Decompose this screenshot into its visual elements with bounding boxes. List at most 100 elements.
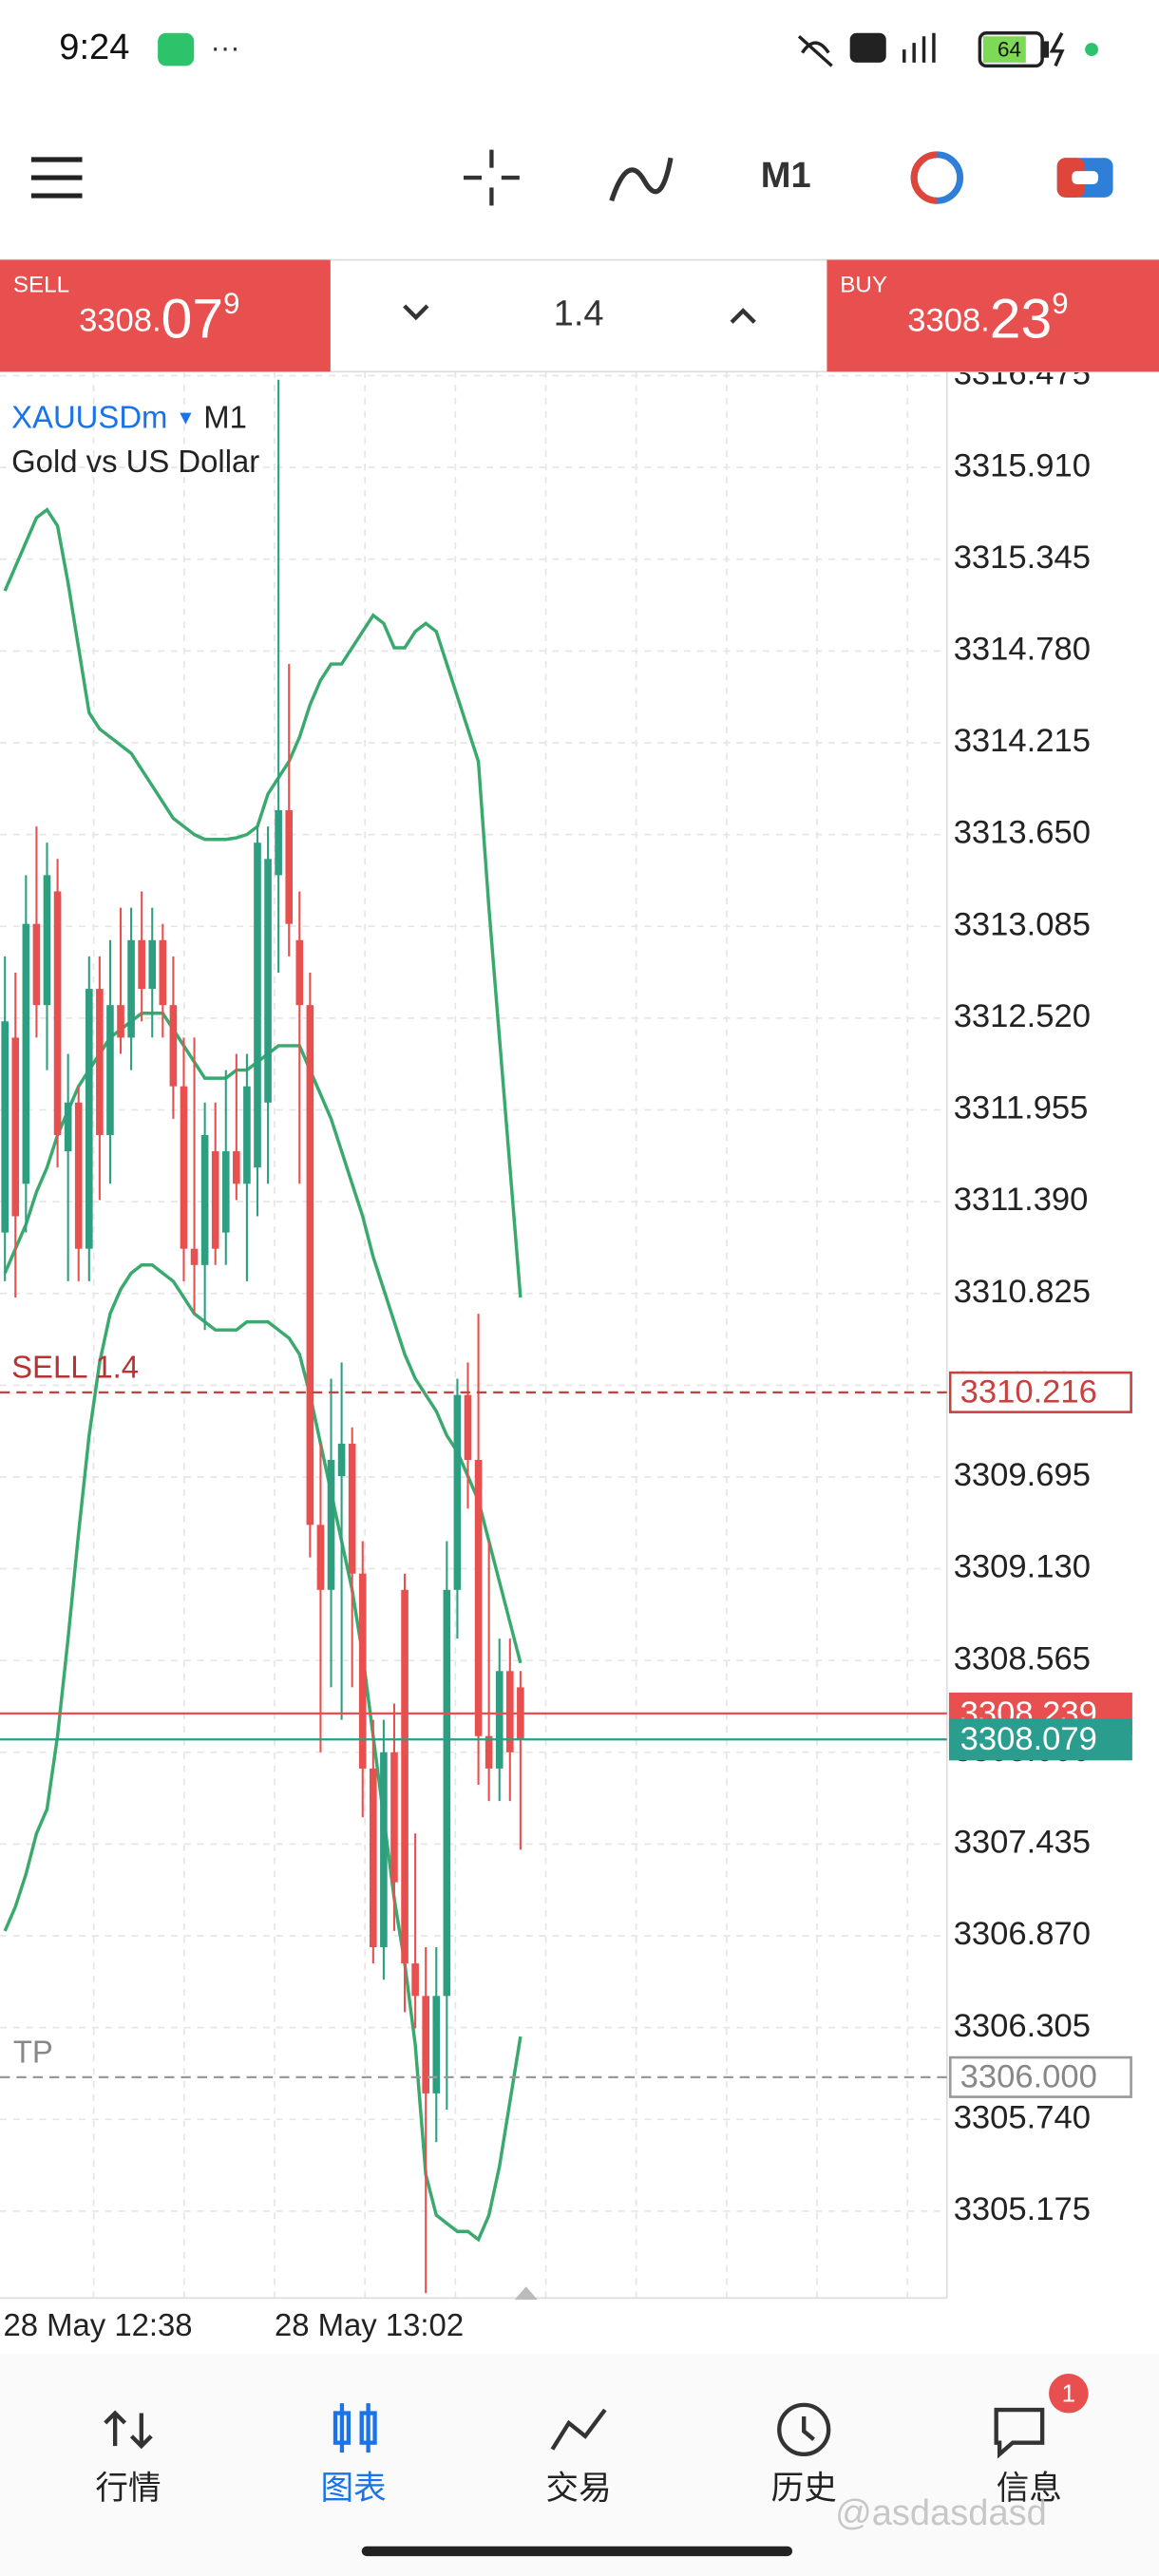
- tp-label: TP: [13, 2034, 53, 2069]
- order-price: 3310.216: [960, 1374, 1097, 1411]
- candle-body: [180, 1086, 188, 1249]
- nav-label[interactable]: 交易: [546, 2471, 612, 2507]
- order-box: [948, 1371, 1132, 1413]
- nav-label[interactable]: 行情: [95, 2471, 161, 2507]
- candle-body: [474, 1459, 483, 1736]
- sell-button[interactable]: [0, 259, 331, 372]
- band-upper: [3, 507, 522, 1298]
- badge-count: 1: [1062, 2380, 1075, 2407]
- candle-body: [401, 1589, 408, 1964]
- price-big: 07: [162, 288, 223, 350]
- objects-button[interactable]: [910, 151, 964, 204]
- y-tick-label: 3305.175: [954, 2191, 1091, 2227]
- history-icon: [777, 2402, 831, 2456]
- volume-up[interactable]: [730, 308, 756, 324]
- buy-button[interactable]: [826, 259, 1159, 372]
- candle-body: [453, 1394, 462, 1590]
- candle-body: [254, 843, 261, 1168]
- candle-body: [432, 1996, 441, 2093]
- candle-body: [327, 1459, 335, 1590]
- candle-body: [159, 939, 167, 1006]
- scroll-marker: [514, 2286, 538, 2301]
- price-sup: 9: [223, 287, 239, 320]
- price-main: 3308.: [907, 302, 990, 338]
- volume-down[interactable]: [403, 304, 429, 321]
- y-tick-label: 3313.085: [954, 906, 1091, 942]
- candle-body: [53, 891, 62, 1135]
- price-big: 23: [990, 288, 1052, 350]
- candle-body: [190, 1248, 199, 1265]
- y-tick-label: 3306.305: [954, 2008, 1091, 2044]
- candle-body: [505, 1671, 514, 1752]
- trade-bar: [0, 258, 1159, 373]
- y-tick-label: 3312.520: [954, 998, 1091, 1034]
- sell-label: SELL: [13, 273, 69, 298]
- clock: 9:24: [59, 28, 129, 67]
- menu-button[interactable]: [30, 157, 83, 199]
- candle-body: [275, 809, 282, 876]
- y-tick-label: 3309.695: [954, 1457, 1091, 1493]
- y-tick-label: 3305.740: [954, 2099, 1091, 2135]
- candle-body: [64, 1102, 72, 1152]
- candle-body: [233, 1151, 240, 1184]
- candle-body: [285, 809, 294, 924]
- y-tick-label: 3314.215: [954, 723, 1091, 759]
- y-tick-label: 3306.870: [954, 1916, 1091, 1952]
- symbol: XAUUSDm: [11, 399, 167, 434]
- candle-body: [127, 939, 135, 1038]
- candle-body: [221, 1151, 230, 1233]
- y-tick-label: 3311.955: [954, 1090, 1089, 1127]
- y-tick-label: 3308.565: [954, 1640, 1091, 1676]
- candle-body: [495, 1671, 504, 1769]
- candle-body: [43, 875, 51, 1006]
- home-indicator: [361, 2546, 793, 2557]
- candle-body: [380, 1752, 388, 1948]
- candle-body: [316, 1525, 325, 1590]
- more-dots: ···: [211, 30, 240, 64]
- candle-body: [295, 939, 304, 1006]
- order-label: SELL 1.4: [11, 1349, 139, 1384]
- bid-box: [948, 1718, 1132, 1761]
- nav-label[interactable]: 图表: [320, 2471, 386, 2507]
- chart-area: 3316.4753315.9103315.3453314.7803314.215…: [0, 356, 1159, 2342]
- trade-icon: [550, 2408, 607, 2451]
- quotes-icon: [104, 2410, 153, 2450]
- candle-body: [464, 1394, 472, 1460]
- y-tick-label: 3311.390: [954, 1182, 1089, 1218]
- buy-label: BUY: [840, 273, 887, 298]
- chart-icon: [332, 2403, 377, 2453]
- trade-button[interactable]: [1056, 158, 1113, 198]
- candle-body: [211, 1151, 219, 1249]
- status-icons: [797, 31, 1098, 68]
- candle-body: [22, 923, 30, 1184]
- candle-body: [443, 1589, 451, 1997]
- timeframe: M1: [203, 399, 247, 434]
- nav-label[interactable]: 信息: [997, 2471, 1062, 2507]
- indicators-button[interactable]: [609, 157, 674, 202]
- candle-body: [411, 1963, 419, 1997]
- candle-body: [306, 1005, 314, 1525]
- plot-background: [0, 371, 1159, 2299]
- timeframe-button[interactable]: M1: [761, 156, 811, 196]
- badge: [1049, 2373, 1089, 2414]
- crosshair-button[interactable]: [464, 149, 520, 206]
- y-tick-label: 3313.650: [954, 815, 1091, 851]
- candle-body: [138, 939, 145, 990]
- candle-body: [96, 989, 104, 1135]
- messages-icon: [994, 2407, 1045, 2459]
- candle-body: [422, 1996, 430, 2093]
- candle-body: [148, 939, 157, 990]
- symbol-dropdown: ▼: [176, 407, 196, 429]
- price-main: 3308.: [79, 302, 162, 338]
- nav-label[interactable]: 历史: [771, 2471, 837, 2507]
- time-label: 28 May 13:02: [275, 2307, 464, 2342]
- candle-body: [106, 1005, 114, 1135]
- candle-body: [348, 1443, 356, 1574]
- candle-body: [337, 1443, 346, 1477]
- sell-price: 3308.079: [79, 287, 239, 350]
- band-lower: [3, 1263, 522, 2243]
- y-tick-label: 3314.780: [954, 632, 1091, 668]
- symbol-line: XAUUSDm ▼ M1: [11, 399, 247, 434]
- candle-body: [358, 1573, 367, 1769]
